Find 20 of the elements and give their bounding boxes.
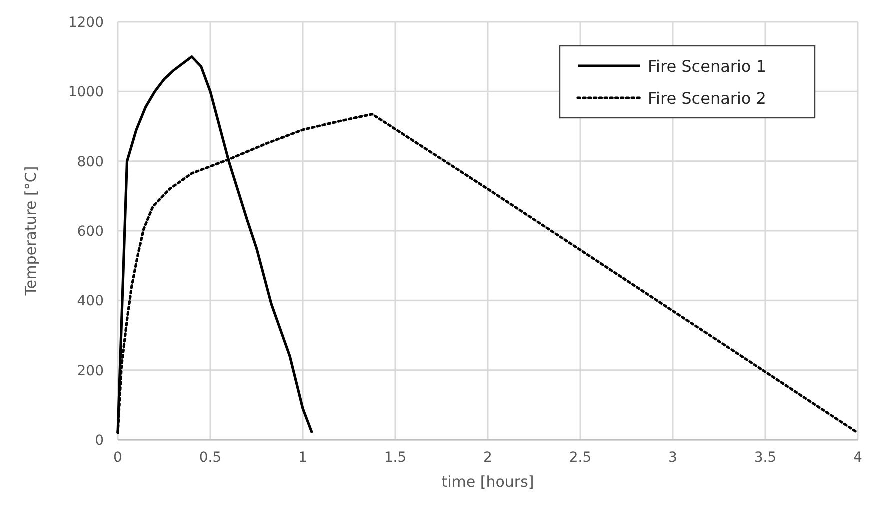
y-tick-label: 1200 — [68, 15, 104, 31]
y-tick-label: 800 — [77, 154, 104, 170]
legend-label: Fire Scenario 2 — [648, 89, 766, 108]
y-tick-label: 0 — [95, 433, 104, 449]
x-tick-label: 3 — [668, 450, 678, 466]
y-tick-label: 200 — [77, 363, 104, 380]
x-tick-label: 4 — [854, 450, 863, 466]
y-axis-title: Temperature [°C] — [22, 166, 40, 297]
x-tick-label: 2.5 — [569, 450, 592, 466]
y-tick-label: 400 — [77, 294, 104, 310]
x-tick-label: 1 — [298, 450, 308, 466]
x-tick-label: 3.5 — [754, 450, 777, 466]
y-tick-label: 1000 — [68, 84, 104, 101]
x-tick-label: 2 — [484, 450, 492, 466]
x-tick-label: 0 — [114, 450, 122, 466]
x-tick-label: 1.5 — [384, 450, 407, 466]
legend-label: Fire Scenario 1 — [648, 57, 766, 76]
y-tick-label: 600 — [77, 224, 104, 240]
x-axis-title: time [hours] — [442, 473, 534, 491]
x-tick-label: 0.5 — [199, 450, 222, 466]
